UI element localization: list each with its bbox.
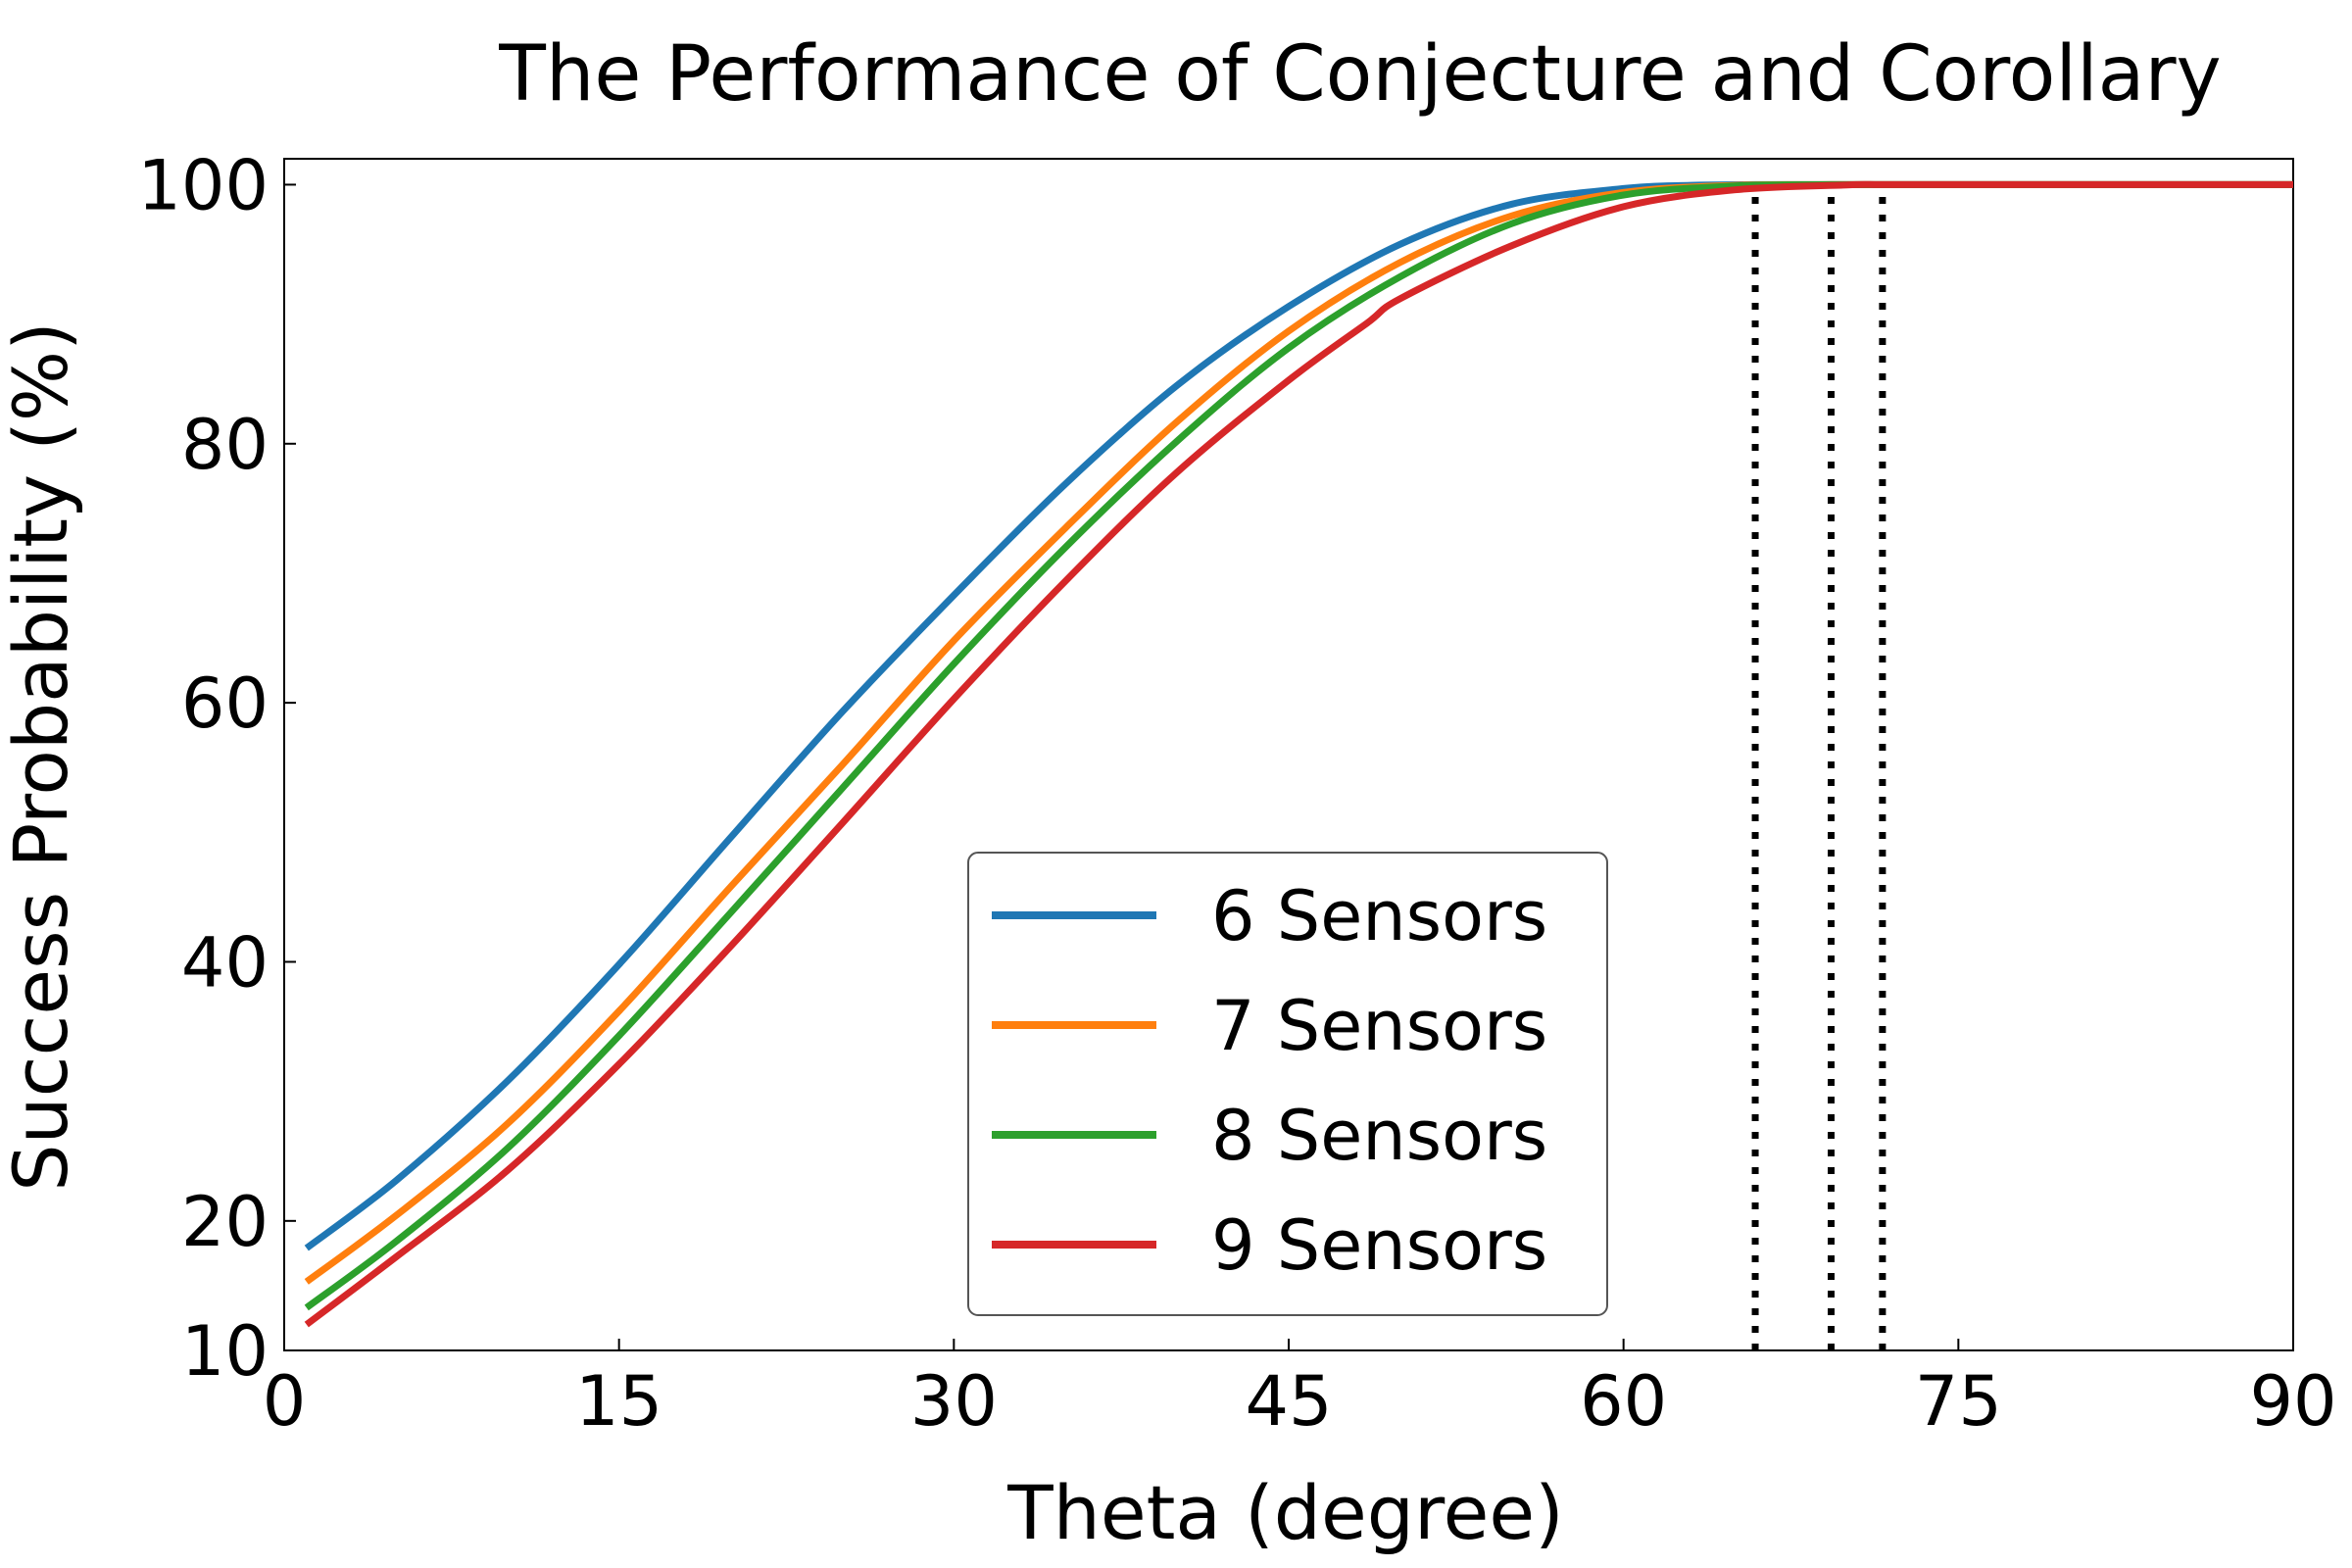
y-tick-label: 10 xyxy=(181,1311,269,1392)
y-tick-label: 60 xyxy=(181,663,269,744)
legend-label: 6 Sensors xyxy=(1211,876,1547,956)
y-tick-label: 20 xyxy=(181,1182,269,1262)
y-tick-label: 80 xyxy=(181,405,269,485)
x-tick-label: 15 xyxy=(575,1361,662,1442)
vertical-threshold-lines xyxy=(1751,184,1886,1350)
y-tick-label: 100 xyxy=(137,145,269,225)
y-axis-title: Success Probability (%) xyxy=(0,321,84,1192)
x-axis-title: Theta (degree) xyxy=(1006,1469,1564,1556)
legend: 6 Sensors 7 Sensors 8 Sensors 9 Sensors xyxy=(967,852,1608,1316)
series-line-9-sensors xyxy=(304,180,2293,1328)
axis-ticks: 0 15 30 45 60 75 90 10 20 40 60 80 100 xyxy=(137,145,2336,1442)
x-tick-label: 45 xyxy=(1245,1361,1332,1442)
chart-title: The Performance of Conjecture and Coroll… xyxy=(498,30,2221,119)
x-tick-label: 75 xyxy=(1915,1361,2002,1442)
legend-label: 7 Sensors xyxy=(1211,986,1547,1066)
x-tick-label: 0 xyxy=(263,1361,307,1442)
x-tick-label: 30 xyxy=(910,1361,998,1442)
legend-label: 8 Sensors xyxy=(1211,1096,1547,1176)
legend-frame xyxy=(967,852,1608,1316)
y-tick-label: 40 xyxy=(181,922,269,1003)
x-tick-label: 60 xyxy=(1580,1361,1667,1442)
legend-label: 9 Sensors xyxy=(1211,1205,1547,1286)
x-tick-label: 90 xyxy=(2249,1361,2336,1442)
series-lines xyxy=(304,180,2293,1328)
